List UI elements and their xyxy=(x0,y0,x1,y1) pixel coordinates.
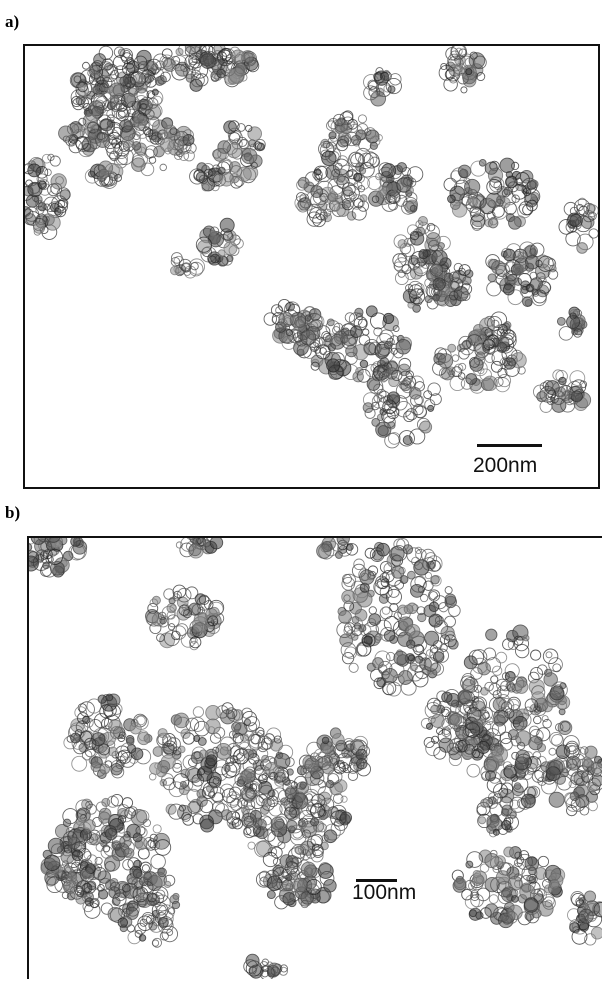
panel-b-label: b) xyxy=(5,503,21,522)
panel-a-label: a) xyxy=(5,12,20,31)
particle-cluster xyxy=(558,197,598,254)
particle-cluster xyxy=(367,162,424,215)
particle-cluster xyxy=(175,538,224,559)
particle-cluster xyxy=(420,688,500,767)
particle-cluster xyxy=(199,46,260,88)
particle-cluster xyxy=(226,754,353,864)
particle-cluster xyxy=(476,792,519,838)
particle-cluster xyxy=(438,46,487,94)
particle-cluster xyxy=(170,252,205,279)
particle-agglomerates-a xyxy=(25,46,598,449)
particle-cluster xyxy=(243,953,288,979)
particle-cluster xyxy=(336,538,461,697)
particle-cluster xyxy=(63,693,153,779)
scale-bar-line-b xyxy=(356,879,397,882)
particle-cluster xyxy=(443,157,541,231)
scale-bar-line-a xyxy=(477,444,542,447)
particle-cluster xyxy=(363,67,402,107)
particle-cluster xyxy=(533,369,592,413)
particle-cluster xyxy=(84,160,124,189)
particle-cluster xyxy=(316,538,359,560)
particle-cluster xyxy=(145,584,225,651)
particle-cluster xyxy=(58,113,111,158)
particle-agglomerates-b xyxy=(29,538,602,979)
tem-micrograph-a: 200nm xyxy=(23,44,600,489)
particle-cluster xyxy=(451,846,566,929)
particle-cluster xyxy=(567,890,602,946)
particle-cluster xyxy=(302,727,371,786)
particle-cluster xyxy=(148,702,294,833)
particle-cluster xyxy=(255,845,337,910)
scale-bar-label-b: 100nm xyxy=(352,881,417,904)
particle-cluster xyxy=(195,217,244,267)
particle-cluster xyxy=(541,735,602,817)
scale-bar-label-a: 200nm xyxy=(473,454,538,477)
particle-cluster xyxy=(318,110,383,180)
particle-cluster xyxy=(25,153,71,240)
particle-cluster xyxy=(294,158,371,228)
particle-cluster xyxy=(263,298,325,350)
particle-cluster xyxy=(424,262,474,307)
particle-cluster xyxy=(112,864,181,948)
particle-cluster xyxy=(29,538,88,578)
particle-cluster xyxy=(432,334,527,394)
tem-micrograph-b: 100nm xyxy=(27,536,602,979)
particle-cluster xyxy=(293,305,413,383)
particle-cluster xyxy=(556,306,588,341)
particle-cluster xyxy=(40,831,98,900)
particle-cluster xyxy=(69,46,167,136)
particle-cluster xyxy=(485,241,559,307)
particle-cluster xyxy=(212,120,266,189)
particle-cluster xyxy=(103,114,197,177)
particle-cluster xyxy=(362,357,442,449)
